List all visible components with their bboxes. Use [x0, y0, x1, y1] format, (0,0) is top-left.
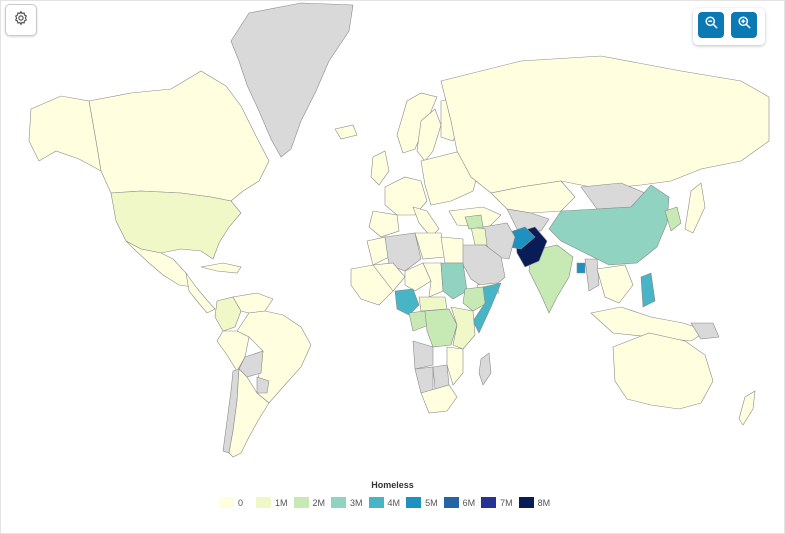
legend-item[interactable]: 7M: [481, 497, 513, 508]
region-southeast-asia[interactable]: [596, 264, 634, 304]
region-sudan[interactable]: [440, 262, 468, 300]
region-alaska[interactable]: [28, 95, 102, 172]
legend-swatch: [443, 497, 459, 508]
legend-item[interactable]: 4M: [368, 497, 401, 508]
region-papua-new-guinea[interactable]: [690, 322, 720, 340]
region-canada[interactable]: [88, 70, 270, 202]
region-syria[interactable]: [464, 214, 484, 230]
region-angola[interactable]: [412, 340, 434, 370]
legend-label: 3M: [350, 497, 363, 508]
region-united-kingdom[interactable]: [370, 150, 390, 186]
legend-item[interactable]: 3M: [331, 497, 363, 508]
legend-item[interactable]: 0: [219, 497, 250, 508]
legend-swatch: [481, 497, 497, 508]
zoom-out-button[interactable]: [698, 12, 724, 38]
legend-item[interactable]: 1M: [256, 497, 288, 508]
region-australia[interactable]: [612, 332, 714, 410]
legend-item[interactable]: 2M: [293, 497, 326, 508]
region-paraguay[interactable]: [256, 376, 270, 394]
region-algeria[interactable]: [384, 232, 422, 272]
region-china[interactable]: [548, 184, 670, 266]
region-bolivia[interactable]: [238, 350, 264, 378]
legend-label: 5M: [425, 497, 438, 508]
settings-button[interactable]: [5, 4, 37, 36]
legend-title: Homeless: [371, 480, 414, 490]
legend-items: 0 1M 2M 3M 4M 5M 6M 7M 8M: [219, 497, 556, 508]
gear-icon: [13, 10, 29, 31]
region-russia[interactable]: [440, 55, 770, 194]
region-western-europe[interactable]: [384, 176, 428, 216]
region-nigeria[interactable]: [394, 288, 420, 316]
region-iceland[interactable]: [334, 124, 358, 140]
legend-swatch: [256, 497, 271, 508]
region-brazil[interactable]: [236, 310, 312, 404]
legend-item[interactable]: 6M: [443, 497, 476, 508]
region-madagascar[interactable]: [478, 352, 492, 386]
region-chad[interactable]: [422, 262, 444, 298]
region-ethiopia[interactable]: [462, 286, 488, 312]
region-greenland[interactable]: [230, 2, 354, 158]
region-southern-africa[interactable]: [420, 384, 458, 414]
region-myanmar[interactable]: [584, 258, 600, 292]
region-sweden[interactable]: [416, 108, 442, 162]
legend-label: 1M: [275, 497, 288, 508]
legend-item[interactable]: 8M: [518, 497, 551, 508]
legend-swatch: [518, 497, 534, 508]
region-niger[interactable]: [404, 262, 432, 292]
region-central-america[interactable]: [185, 272, 216, 314]
region-japan[interactable]: [684, 182, 706, 234]
region-argentina[interactable]: [228, 368, 270, 458]
zoom-controls: [693, 8, 765, 45]
legend-swatch: [406, 497, 422, 508]
region-somalia[interactable]: [472, 282, 502, 334]
legend-label: 4M: [387, 497, 401, 508]
region-congo[interactable]: [424, 308, 458, 348]
zoom-out-icon: [704, 15, 719, 35]
legend-label: 6M: [462, 497, 476, 508]
region-korea[interactable]: [664, 206, 682, 232]
legend-label: 0: [238, 497, 244, 508]
region-india[interactable]: [528, 244, 574, 314]
region-peru[interactable]: [216, 330, 250, 372]
zoom-in-icon: [737, 15, 752, 35]
legend-label: 8M: [537, 497, 551, 508]
world-map[interactable]: [1, 1, 784, 471]
region-new-zealand[interactable]: [738, 390, 756, 426]
legend-label: 7M: [500, 497, 513, 508]
region-iraq[interactable]: [470, 226, 488, 246]
legend-label: 2M: [312, 497, 326, 508]
region-central-asia[interactable]: [506, 208, 550, 232]
zoom-in-button[interactable]: [731, 12, 757, 38]
region-mozambique[interactable]: [446, 346, 464, 386]
region-central-african-rep[interactable]: [418, 296, 448, 312]
legend-swatch: [331, 497, 347, 508]
legend: Homeless 0 1M 2M 3M 4M 5M 6M 7M 8M: [1, 480, 784, 520]
region-caribbean[interactable]: [200, 262, 242, 274]
region-iberia[interactable]: [368, 210, 400, 238]
legend-swatch: [368, 497, 384, 508]
legend-swatch: [293, 497, 309, 508]
legend-item[interactable]: 5M: [406, 497, 438, 508]
legend-swatch: [219, 497, 234, 508]
region-philippines[interactable]: [640, 272, 656, 308]
region-egypt[interactable]: [440, 236, 464, 264]
region-bangladesh[interactable]: [576, 262, 586, 274]
